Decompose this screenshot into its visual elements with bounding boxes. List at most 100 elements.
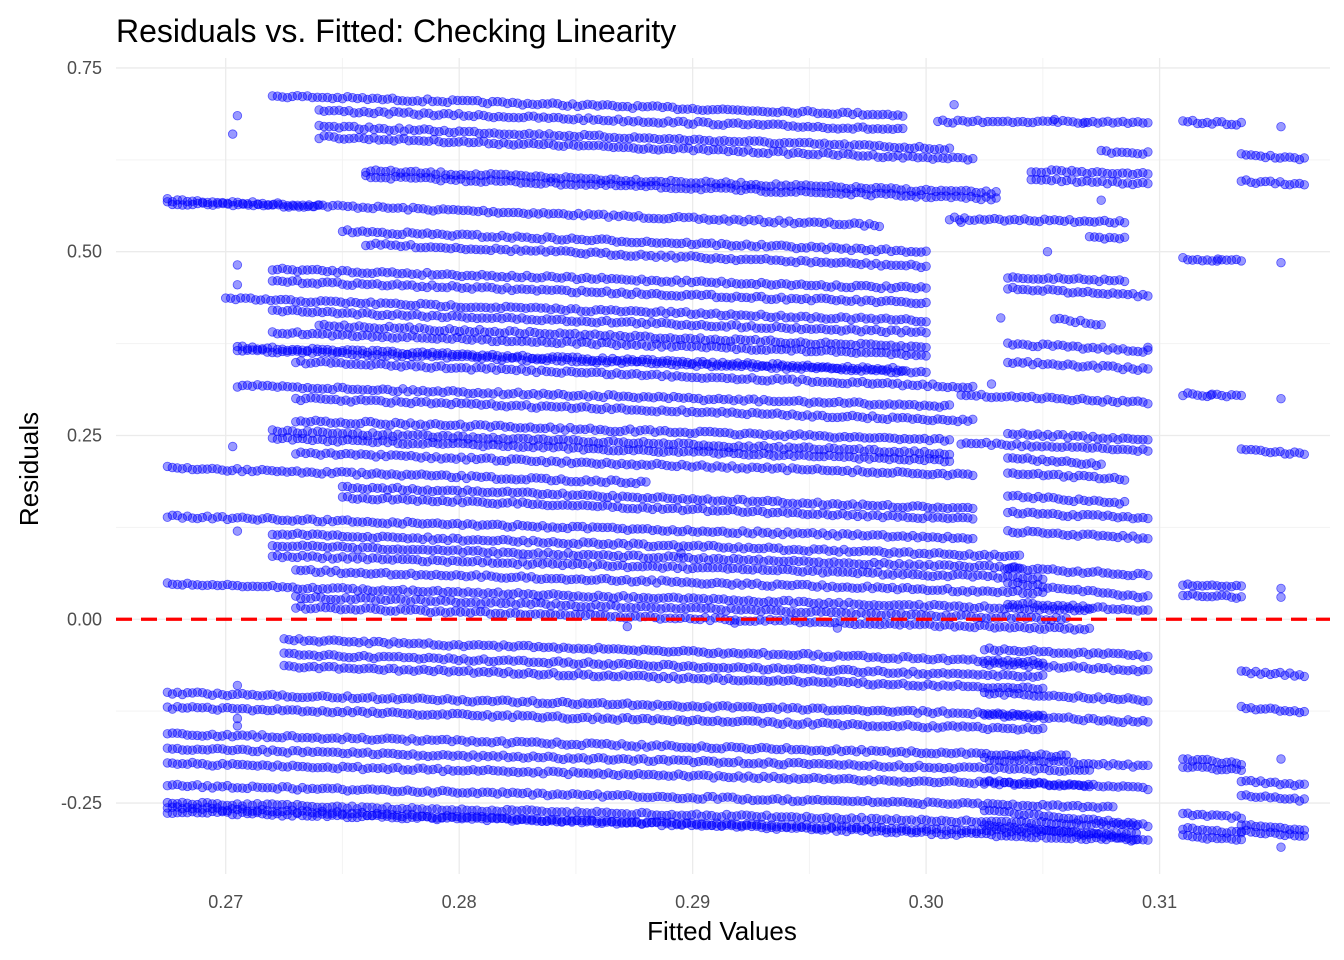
- data-point: [527, 99, 538, 110]
- scatter-points: [162, 90, 1310, 852]
- data-point: [414, 135, 424, 146]
- data-point: [653, 118, 664, 128]
- data-point: [653, 145, 664, 155]
- data-point: [468, 206, 478, 216]
- data-point: [494, 129, 504, 139]
- data-point: [389, 106, 399, 117]
- data-point: [409, 125, 419, 136]
- data-point: [441, 170, 451, 180]
- data-point: [267, 91, 278, 101]
- data-point: [813, 149, 823, 160]
- data-point: [374, 106, 384, 117]
- data-point: [913, 153, 923, 163]
- data-point: [968, 414, 978, 425]
- data-point: [644, 133, 655, 143]
- data-point: [377, 94, 388, 105]
- data-point: [384, 125, 394, 136]
- data-point: [921, 328, 931, 338]
- data-point: [593, 209, 604, 220]
- data-point: [729, 214, 739, 225]
- data-point: [213, 199, 223, 209]
- data-point: [773, 119, 783, 129]
- data-point: [698, 105, 708, 116]
- data-point: [294, 202, 304, 212]
- data-point: [494, 139, 504, 150]
- data-point: [329, 105, 339, 116]
- data-point: [467, 95, 478, 106]
- data-point: [758, 106, 768, 117]
- data-point: [528, 111, 539, 121]
- data-point: [324, 131, 334, 141]
- data-point: [449, 137, 459, 147]
- data-point: [319, 121, 329, 132]
- data-point: [808, 149, 818, 160]
- data-point: [198, 198, 208, 208]
- data-point: [444, 127, 454, 138]
- data-point: [167, 199, 178, 210]
- data-point: [627, 103, 638, 114]
- data-point: [748, 118, 758, 129]
- data-point: [349, 108, 359, 118]
- data-point: [708, 144, 719, 155]
- data-point: [553, 208, 564, 219]
- data-point: [598, 141, 609, 151]
- data-point: [314, 200, 324, 210]
- data-point: [376, 166, 386, 177]
- data-point: [561, 172, 571, 182]
- data-point: [864, 219, 875, 229]
- data-point: [868, 124, 878, 134]
- data-point: [803, 149, 813, 160]
- data-point: [758, 148, 768, 158]
- data-point: [612, 102, 623, 112]
- data-point: [688, 145, 699, 156]
- data-point: [838, 107, 848, 118]
- data-point: [729, 136, 740, 147]
- data-point: [552, 98, 563, 109]
- data-point: [784, 137, 795, 148]
- data-point: [443, 205, 453, 215]
- data-point: [492, 96, 503, 107]
- data-point: [1014, 550, 1025, 560]
- data-point: [563, 210, 574, 220]
- data-point: [529, 138, 539, 149]
- data-point: [958, 153, 968, 163]
- data-point: [329, 132, 339, 142]
- data-point: [948, 152, 958, 162]
- data-point: [968, 533, 978, 544]
- data-point: [459, 111, 469, 121]
- data-point: [573, 141, 584, 151]
- data-point: [824, 140, 835, 150]
- data-point: [374, 123, 384, 134]
- data-point: [504, 112, 514, 123]
- data-point: [654, 134, 665, 145]
- data-point: [898, 153, 908, 163]
- data-point: [324, 105, 334, 116]
- data-point: [588, 140, 599, 151]
- data-point: [753, 148, 763, 158]
- data-point: [531, 171, 541, 181]
- data-point: [439, 125, 449, 136]
- data-point: [921, 367, 931, 378]
- data-point: [858, 151, 868, 161]
- data-point: [334, 134, 344, 144]
- data-point: [763, 107, 773, 117]
- data-point: [339, 106, 349, 117]
- data-point: [718, 120, 728, 130]
- data-point: [447, 95, 458, 105]
- data-point: [419, 108, 429, 118]
- data-point: [763, 119, 773, 130]
- data-point: [459, 126, 469, 137]
- data-point: [859, 139, 870, 150]
- data-point: [469, 111, 479, 122]
- data-point: [344, 133, 354, 144]
- data-point: [818, 147, 828, 158]
- data-point: [493, 208, 504, 218]
- data-point: [437, 96, 448, 107]
- data-point: [833, 150, 843, 161]
- data-point: [703, 117, 713, 128]
- data-point: [668, 144, 679, 155]
- data-point: [348, 201, 358, 211]
- data-point: [162, 197, 173, 207]
- data-point: [672, 104, 683, 115]
- data-point: [838, 123, 848, 134]
